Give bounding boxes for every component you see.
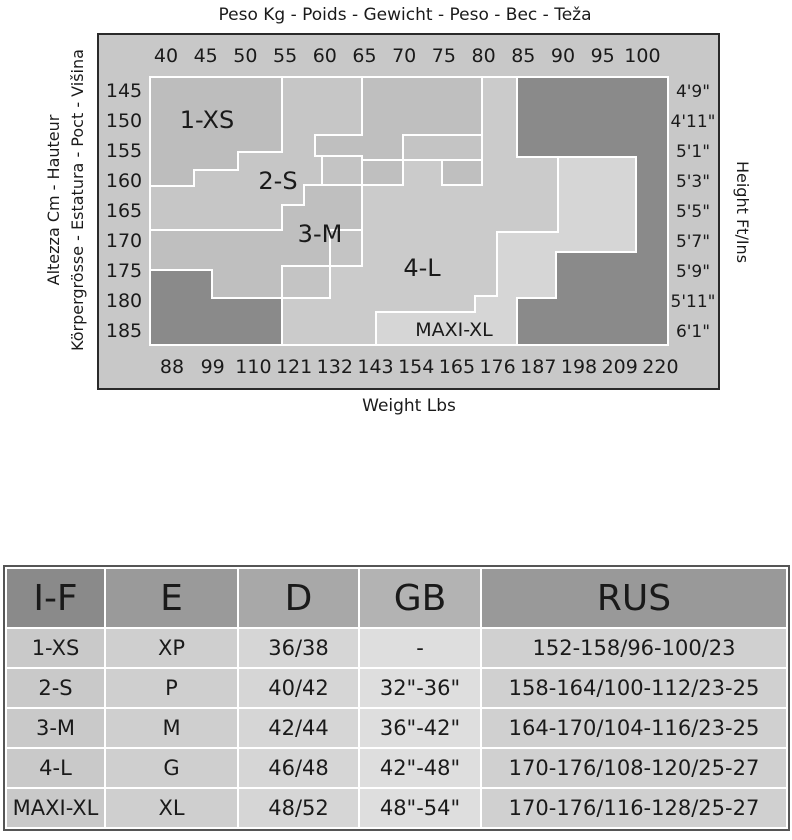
- table-cell: G: [104, 747, 239, 789]
- lbs-tick: 132: [317, 356, 353, 378]
- table-cell: P: [104, 667, 239, 709]
- table-row: MAXI-XL XL 48/52 48"-54" 170-176/116-128/25-…: [5, 787, 788, 829]
- table-cell: 170-176/116-128/25-27: [480, 787, 788, 829]
- kg-tick: 95: [591, 45, 615, 67]
- table-cell: 36"-42": [358, 707, 482, 749]
- lbs-tick: 209: [602, 356, 638, 378]
- lbs-tick: 220: [642, 356, 678, 378]
- ft-tick: 4'9": [676, 82, 710, 102]
- cm-tick: 180: [106, 290, 142, 312]
- table-cell: 48/52: [237, 787, 360, 829]
- kg-tick: 60: [313, 45, 337, 67]
- table-cell: 32"-36": [358, 667, 482, 709]
- right-label: Height Ft/Ins: [733, 161, 752, 263]
- zone-label-3-m: 3-M: [298, 220, 343, 248]
- table-cell: M: [104, 707, 239, 749]
- lbs-tick: 198: [561, 356, 597, 378]
- table-cell: 42"-48": [358, 747, 482, 789]
- header-rus: RUS: [480, 567, 788, 629]
- table-row: 3-M M 42/44 36"-42" 164-170/104-116/23-25: [5, 707, 788, 749]
- header-i-f: I-F: [5, 567, 106, 629]
- zone-dark-bottom-left: [149, 269, 283, 346]
- kg-tick: 55: [273, 45, 297, 67]
- size-chart-graphic: Peso Kg - Poids - Gewicht - Peso - Bec -…: [44, 5, 752, 416]
- header-gb: GB: [358, 567, 482, 629]
- kg-tick: 80: [472, 45, 496, 67]
- table-cell: XL: [104, 787, 239, 829]
- lbs-axis: 88 99 110 121 132 143 154 165 176 187 198 209 220: [160, 356, 679, 378]
- ft-tick: 5'3": [676, 172, 710, 192]
- table-cell: -: [358, 627, 482, 669]
- table-row: 1-XS XP 36/38-152-158/96-100/23: [5, 627, 788, 669]
- lbs-tick: 187: [520, 356, 556, 378]
- cm-tick: 160: [106, 170, 142, 192]
- zone-label-4-l: 4-L: [403, 254, 441, 282]
- table-cell: 36/38: [237, 627, 360, 669]
- table-cell: 152-158/96-100/23: [480, 627, 788, 669]
- left-label-2: Körpergrösse - Estatura - Poct - Višina: [68, 49, 87, 351]
- zone-label-maxi-xl: MAXI-XL: [415, 319, 493, 341]
- ft-tick: 5'5": [676, 202, 710, 222]
- kg-tick: 65: [352, 45, 376, 67]
- lbs-tick: 176: [479, 356, 515, 378]
- zone-label-1-xs: 1-XS: [180, 106, 234, 134]
- table-row: 2-S P 40/42 32"-36" 158-164/100-112/23-25: [5, 667, 788, 709]
- zone-label-2-s: 2-S: [258, 167, 297, 195]
- ft-tick: 5'1": [676, 142, 710, 162]
- left-label-1: Altezza Cm - Hauteur: [44, 114, 63, 285]
- table-cell: 40/42: [237, 667, 360, 709]
- ft-tick: 6'1": [676, 322, 710, 342]
- table-cell: 1-XS: [5, 627, 106, 669]
- table-cell: 170-176/108-120/25-27: [480, 747, 788, 789]
- table-cell: 42/44: [237, 707, 360, 749]
- cm-tick: 170: [106, 230, 142, 252]
- title-bottom: Weight Lbs: [362, 396, 456, 416]
- kg-axis: 40 45 50 55 60 65 70 75 80 85 90 95 100: [154, 45, 661, 67]
- kg-tick: 75: [432, 45, 456, 67]
- ft-tick: 5'7": [676, 232, 710, 252]
- cm-axis: 145 150 155 160 165 170 175 180 185: [106, 80, 142, 342]
- lbs-tick: 165: [439, 356, 475, 378]
- table-cell: 2-S: [5, 667, 106, 709]
- title-top: Peso Kg - Poids - Gewicht - Peso - Bec -…: [218, 5, 591, 25]
- size-chart: Peso Kg - Poids - Gewicht - Peso - Bec -…: [44, 5, 752, 416]
- table-row: 4-L G 46/48 42"-48" 170-176/108-120/25-27: [5, 747, 788, 789]
- kg-tick: 70: [392, 45, 416, 67]
- table-cell: 3-M: [5, 707, 106, 749]
- table-cell: 164-170/104-116/23-25: [480, 707, 788, 749]
- cm-tick: 155: [106, 140, 142, 162]
- kg-tick: 40: [154, 45, 178, 67]
- kg-tick: 100: [624, 45, 660, 67]
- table-cell: 158-164/100-112/23-25: [480, 667, 788, 709]
- lbs-tick: 110: [235, 356, 271, 378]
- cm-tick: 175: [106, 260, 142, 282]
- kg-tick: 50: [233, 45, 257, 67]
- ft-tick: 5'9": [676, 262, 710, 282]
- table-cell: XP: [104, 627, 239, 669]
- table-cell: 46/48: [237, 747, 360, 789]
- kg-tick: 45: [194, 45, 218, 67]
- cm-tick: 185: [106, 320, 142, 342]
- lbs-tick: 99: [201, 356, 225, 378]
- kg-tick: 90: [551, 45, 575, 67]
- size-conversion-table: I-F E D GB RUS 1-XS XP 36/38-152-158/96-10…: [3, 565, 790, 831]
- cm-tick: 150: [106, 110, 142, 132]
- lbs-tick: 154: [398, 356, 434, 378]
- cm-tick: 145: [106, 80, 142, 102]
- ft-axis: 4'9" 4'11" 5'1" 5'3" 5'5" 5'7" 5'9" 5'11" 6'1": [671, 82, 716, 342]
- lbs-tick: 88: [160, 356, 184, 378]
- table-cell: 4-L: [5, 747, 106, 789]
- kg-tick: 85: [511, 45, 535, 67]
- lbs-tick: 121: [276, 356, 312, 378]
- table-cell: 48"-54": [358, 787, 482, 829]
- cm-tick: 165: [106, 200, 142, 222]
- zone-dark-top-right: [516, 76, 669, 346]
- ft-tick: 4'11": [671, 112, 716, 132]
- header-e: E: [104, 567, 239, 629]
- header-d: D: [237, 567, 360, 629]
- table-cell: MAXI-XL: [5, 787, 106, 829]
- ft-tick: 5'11": [671, 292, 716, 312]
- lbs-tick: 143: [357, 356, 393, 378]
- table-header-row: I-F E D GB RUS: [5, 567, 788, 629]
